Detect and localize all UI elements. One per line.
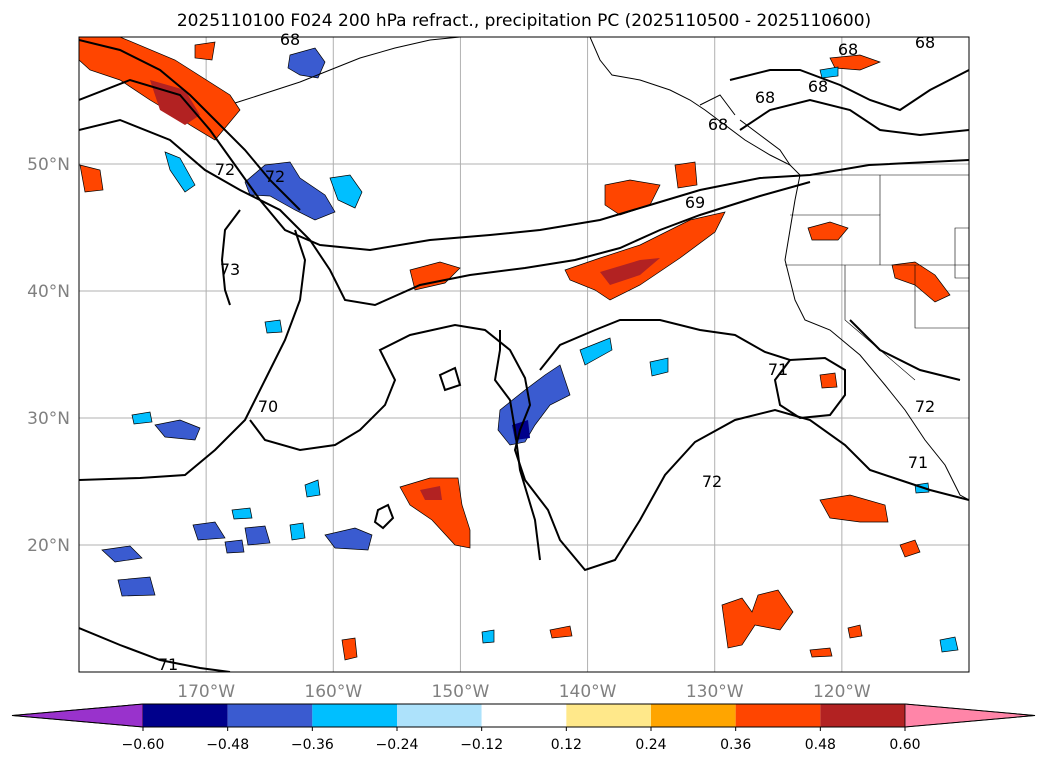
contour-label: 71 [158,655,178,674]
negative-anomaly-area [192,521,226,541]
longitude-labels: 170°W 160°W 150°W 140°W 130°W 120°W [177,682,871,702]
map-panel: 68 68 68 68 68 68 72 72 73 70 69 71 72 7… [78,30,970,674]
negative-anomaly-area [819,66,839,79]
positive-anomaly-area [847,624,863,639]
colorbar-tick-label: 0.36 [720,737,751,753]
colorbar-segment [312,704,397,727]
colorbar-segment [651,704,736,727]
contour-label: 68 [808,77,828,96]
contour-label: 69 [685,193,705,212]
negative-anomaly-area [117,576,156,597]
contour-label: 71 [768,360,788,379]
latitude-labels: 50°N 40°N 30°N 20°N [27,155,70,556]
colorbar-tick-label: 0.24 [635,737,666,753]
colorbar-tick-label: 0.12 [551,737,582,753]
colorbar: −0.60 −0.48 −0.36 −0.24 −0.12 0.12 0.24 0.36 0.4… [11,703,1036,753]
negative-anomaly-area [939,636,959,653]
colorbar-tick-label: −0.36 [291,737,334,753]
colorbar-tick-label: 0.48 [805,737,836,753]
negative-anomaly-area [101,545,143,563]
map-title: 2025110100 F024 200 hPa refract., precip… [177,11,871,31]
positive-anomaly-area [420,486,442,500]
state-borders [785,174,969,381]
positive-anomaly-area [194,41,216,61]
colorbar-segment [820,704,905,727]
colorbar-segment [143,704,228,727]
longitude-label: 140°W [559,682,617,702]
positive-anomaly-area [79,164,104,193]
negative-anomaly-area [304,479,321,498]
negative-anomaly-area [324,527,373,551]
positive-anomaly-area [809,647,833,658]
latitude-label: 40°N [27,282,70,302]
positive-anomaly-area [899,539,921,558]
colorbar-segment [566,704,651,727]
contour-label-group: 68 68 68 68 68 68 72 72 73 70 69 71 72 7… [158,30,935,674]
colorbar-segment [735,704,821,727]
colorbar-extend-low [11,703,144,728]
contour-label: 73 [220,260,240,279]
negative-anomaly-area [264,319,283,334]
positive-anomaly-area [600,258,660,285]
positive-anomaly-area [807,221,849,241]
positive-anomaly-area [721,589,794,649]
negative-anomaly-area [329,174,363,209]
longitude-label: 170°W [177,682,235,702]
colorbar-segment [227,704,313,727]
map-frame [78,36,970,673]
contour-label: 68 [915,33,935,52]
positive-anomaly-area [819,372,838,389]
longitude-label: 150°W [432,682,490,702]
colorbar-tick-label: −0.12 [460,737,503,753]
map-background [79,37,969,672]
positive-anomaly-area [341,637,358,661]
negative-anomaly-area [231,507,253,520]
colorbar-tick-label: −0.24 [376,737,419,753]
positive-anomaly-area [819,494,889,523]
contour-label: 68 [280,30,300,49]
negative-anomaly-area [289,522,306,541]
negative-anomaly-area [164,151,196,193]
negative-anomaly-area [287,47,326,79]
contour-label: 70 [258,397,278,416]
longitude-label: 120°W [813,682,871,702]
positive-anomaly-area [891,261,951,303]
positive-anomaly-area [399,477,471,549]
negative-anomaly-area [649,357,669,377]
contour-label: 68 [708,115,728,134]
colorbar-tick-label: −0.48 [206,737,249,753]
negative-anomaly-area [154,419,201,441]
colorbar-tick-label: 0.60 [889,737,920,753]
colorbar-segment [397,704,482,727]
positive-anomaly-area [549,625,573,639]
latitude-label: 50°N [27,155,70,175]
contour-label: 71 [908,453,928,472]
positive-anomaly-area [150,80,200,125]
contour-label: 72 [215,160,235,179]
negative-anomaly-area [481,629,495,644]
colorbar-extend-high [904,703,1036,728]
contour-label: 72 [915,397,935,416]
contour-label: 72 [265,167,285,186]
refractivity-contours [79,39,969,672]
negative-anomaly-area [244,525,271,546]
contour-label: 68 [838,40,858,59]
longitude-label: 160°W [304,682,362,702]
latitude-label: 20°N [27,536,70,556]
colorbar-segment [481,704,567,727]
colorbar-tick-label: −0.60 [122,737,165,753]
negative-anomaly-area [224,539,245,554]
positive-anomaly-area [829,54,881,71]
contour-label: 68 [755,88,775,107]
negative-anomaly-area [579,337,613,366]
coastlines [234,37,969,501]
longitude-label: 130°W [686,682,744,702]
positive-anomaly-area [674,161,698,189]
negative-anomaly-area [131,411,153,425]
latitude-label: 30°N [27,409,70,429]
contour-label: 72 [702,472,722,491]
